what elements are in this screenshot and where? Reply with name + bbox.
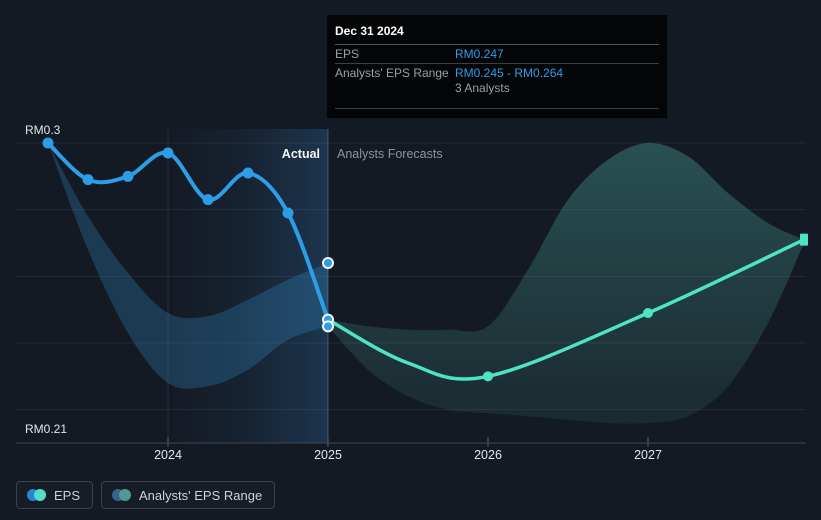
y-axis-label-top: RM0.3 <box>25 123 61 137</box>
eps-actual-point[interactable] <box>122 170 134 182</box>
tooltip-analyst-count: 3 Analysts <box>455 81 510 95</box>
x-tick-label-2026: 2026 <box>474 448 502 462</box>
actual-section-label: Actual <box>281 147 320 161</box>
eps-actual-point[interactable] <box>282 207 294 219</box>
highlighted-point[interactable] <box>322 257 334 269</box>
tooltip-range-value: RM0.245 - RM0.264 <box>455 66 564 80</box>
highlight-period-band <box>168 129 328 443</box>
y-axis-label-bottom: RM0.21 <box>25 422 68 436</box>
legend-analysts-range-label: Analysts' EPS Range <box>139 487 263 503</box>
x-tick-label-2027: 2027 <box>634 448 662 462</box>
tooltip-range-row: Analysts' EPS Range RM0.245 - RM0.264 3 … <box>335 64 659 97</box>
analysts-range-band-actual <box>48 143 328 389</box>
eps-actual-point[interactable] <box>82 174 94 186</box>
forecast-section-label: Analysts Forecasts <box>337 147 443 161</box>
chart-legend: EPS Analysts' EPS Range <box>16 481 276 509</box>
tooltip-date: Dec 31 2024 <box>335 15 659 45</box>
tooltip-eps-row: EPS RM0.247 <box>335 45 659 64</box>
eps-actual-point[interactable] <box>242 167 254 179</box>
highlighted-point[interactable] <box>322 320 334 333</box>
forecast-end-marker[interactable] <box>800 233 808 246</box>
x-tick-label-2024: 2024 <box>154 448 182 462</box>
eps-actual-point[interactable] <box>202 194 214 206</box>
tooltip-range-label: Analysts' EPS Range <box>335 66 449 80</box>
analysts-range-legend-icon <box>112 489 132 501</box>
tooltip-eps-value: RM0.247 <box>455 47 504 61</box>
eps-actual-point[interactable] <box>162 147 174 159</box>
eps-actual-point[interactable] <box>42 137 54 149</box>
chart-tooltip: Dec 31 2024 EPS RM0.247 Analysts' EPS Ra… <box>327 15 667 118</box>
x-tick-label-2025: 2025 <box>314 448 342 462</box>
eps-forecast-point[interactable] <box>483 371 493 382</box>
tooltip-divider <box>335 108 659 109</box>
eps-legend-icon <box>27 489 46 501</box>
eps-forecast-line <box>326 237 806 381</box>
legend-eps-label: EPS <box>54 487 81 503</box>
analysts-range-band-forecast <box>328 142 804 424</box>
legend-eps[interactable]: EPS <box>16 481 94 509</box>
tooltip-eps-label: EPS <box>335 47 360 61</box>
legend-analysts-range[interactable]: Analysts' EPS Range <box>101 481 276 509</box>
eps-forecast-point[interactable] <box>643 308 653 318</box>
